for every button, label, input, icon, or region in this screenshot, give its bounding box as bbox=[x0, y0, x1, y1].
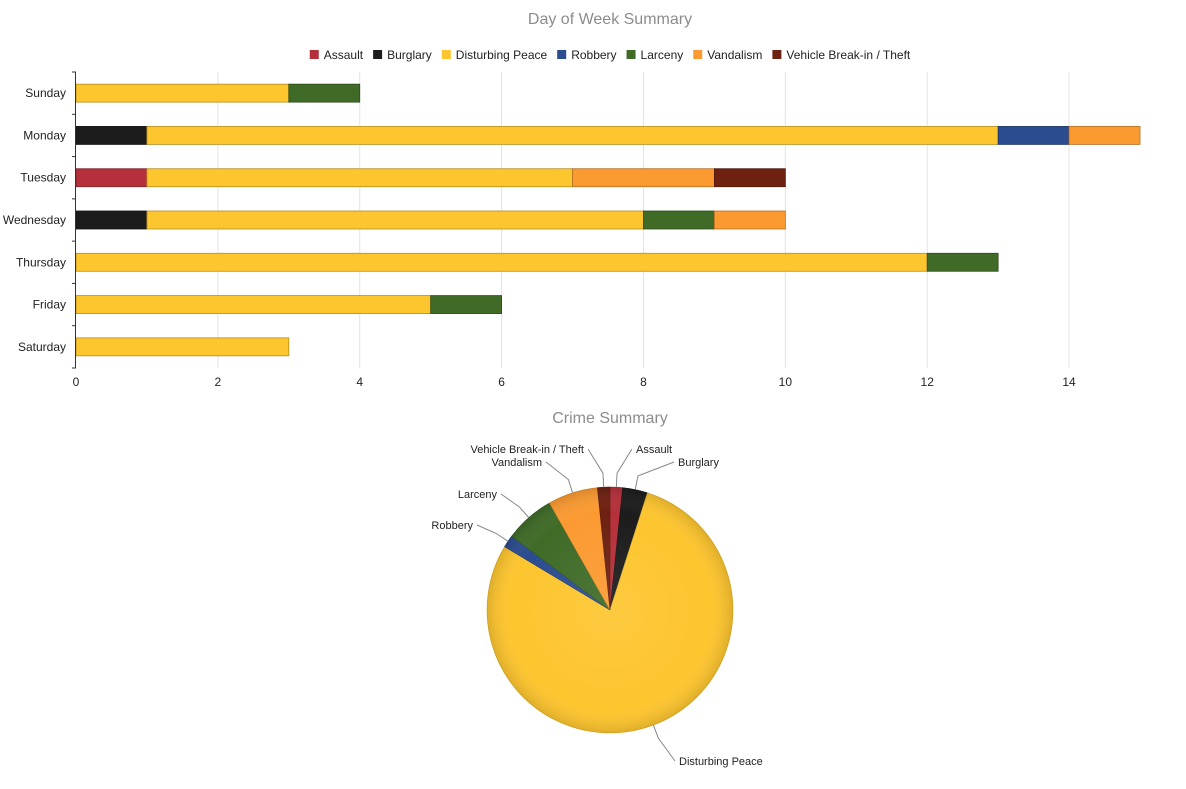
x-tick-label: 6 bbox=[498, 375, 505, 389]
bar-tuesday-assault bbox=[75, 168, 148, 188]
bar-sunday-disturbing-peace bbox=[75, 83, 290, 103]
bar-chart-title: Day of Week Summary bbox=[528, 11, 692, 28]
day-of-week-chart: Day of Week Summary Assault Burglary Distu… bbox=[3, 11, 1141, 389]
legend-label-vehicle-break-in-theft: Vehicle Break-in / Theft bbox=[786, 48, 911, 62]
legend-swatch-disturbing-peace bbox=[441, 50, 451, 59]
leader-line-larceny bbox=[500, 493, 530, 518]
x-tick-label: 14 bbox=[1062, 375, 1076, 389]
legend-label-assault: Assault bbox=[324, 48, 364, 62]
y-axis: Sunday Monday Tuesday Wednesday Thursday Frid… bbox=[3, 71, 76, 369]
y-tick-label-tuesday: Tuesday bbox=[20, 171, 66, 185]
legend-swatch-burglary bbox=[373, 50, 383, 59]
legend-swatch-larceny bbox=[626, 50, 636, 59]
leader-line-burglary bbox=[634, 461, 675, 490]
legend-label-larceny: Larceny bbox=[641, 48, 684, 62]
bar-tuesday-vandalism bbox=[572, 168, 715, 188]
y-tick-label-thursday: Thursday bbox=[16, 255, 66, 269]
y-tick-label-friday: Friday bbox=[33, 298, 66, 312]
bar-friday-larceny bbox=[430, 295, 502, 314]
leader-line-vandalism bbox=[545, 461, 574, 493]
bar-thursday-larceny bbox=[926, 252, 999, 272]
legend-label-disturbing-peace: Disturbing Peace bbox=[456, 48, 548, 62]
bar-monday-vandalism bbox=[1068, 126, 1141, 145]
bar-monday-robbery bbox=[997, 126, 1070, 145]
x-tick-label: 0 bbox=[73, 375, 80, 389]
pie-chart-title: Crime Summary bbox=[552, 410, 668, 427]
bar-saturday-disturbing-peace bbox=[75, 337, 290, 357]
pie-label-assault: Assault bbox=[636, 444, 672, 456]
legend-swatch-assault bbox=[309, 50, 319, 59]
bar-monday-burglary bbox=[75, 126, 148, 145]
leader-line-disturbing-peace bbox=[652, 724, 676, 762]
bars bbox=[75, 83, 1141, 357]
pie-label-burglary: Burglary bbox=[678, 457, 719, 469]
y-tick-label-wednesday: Wednesday bbox=[3, 213, 66, 227]
pie-label-robbery: Robbery bbox=[431, 520, 473, 532]
bar-tuesday-disturbing-peace bbox=[146, 168, 573, 188]
crime-summary-chart: Crime Summary Assault Burglary Disturbing … bbox=[431, 410, 762, 768]
x-tick-label: 4 bbox=[356, 375, 363, 389]
x-tick-label: 10 bbox=[779, 375, 793, 389]
bar-wednesday-burglary bbox=[75, 210, 148, 230]
bar-friday-disturbing-peace bbox=[75, 295, 432, 314]
leader-line-vehicle-break-in-theft bbox=[587, 448, 605, 488]
legend-label-burglary: Burglary bbox=[387, 48, 432, 62]
legend-swatch-vandalism bbox=[693, 50, 703, 59]
legend-swatch-robbery bbox=[557, 50, 567, 59]
x-tick-label: 2 bbox=[215, 375, 222, 389]
y-tick-label-saturday: Saturday bbox=[18, 340, 66, 354]
legend: Assault Burglary Disturbing Peace Robbery La… bbox=[309, 48, 911, 62]
bar-thursday-disturbing-peace bbox=[75, 252, 928, 272]
pie-label-larceny: Larceny bbox=[458, 489, 498, 501]
leader-line-assault bbox=[615, 448, 633, 488]
pie-label-disturbing-peace: Disturbing Peace bbox=[679, 756, 763, 768]
bar-wednesday-vandalism bbox=[714, 210, 786, 230]
x-tick-label: 12 bbox=[921, 375, 935, 389]
x-axis: 0 2 4 6 8 10 12 14 bbox=[73, 375, 1076, 389]
legend-label-vandalism: Vandalism bbox=[707, 48, 762, 62]
legend-swatch-vehicle-break-in-theft bbox=[772, 50, 782, 59]
leader-line-robbery bbox=[476, 524, 509, 542]
pie-labels: Assault Burglary Disturbing Peace Robbery La… bbox=[431, 444, 762, 768]
pie-label-vehicle-break-in-theft: Vehicle Break-in / Theft bbox=[470, 444, 584, 456]
y-tick-label-sunday: Sunday bbox=[25, 86, 66, 100]
y-tick-label-monday: Monday bbox=[23, 128, 66, 142]
bar-monday-disturbing-peace bbox=[146, 126, 999, 145]
pie bbox=[486, 486, 734, 734]
pie-label-vandalism: Vandalism bbox=[491, 457, 542, 469]
bar-wednesday-larceny bbox=[643, 210, 715, 230]
x-tick-label: 8 bbox=[640, 375, 647, 389]
bar-tuesday-vehicle-break-in-theft bbox=[714, 168, 786, 188]
bar-wednesday-disturbing-peace bbox=[146, 210, 644, 230]
bar-sunday-larceny bbox=[288, 83, 361, 103]
legend-label-robbery: Robbery bbox=[571, 48, 616, 62]
